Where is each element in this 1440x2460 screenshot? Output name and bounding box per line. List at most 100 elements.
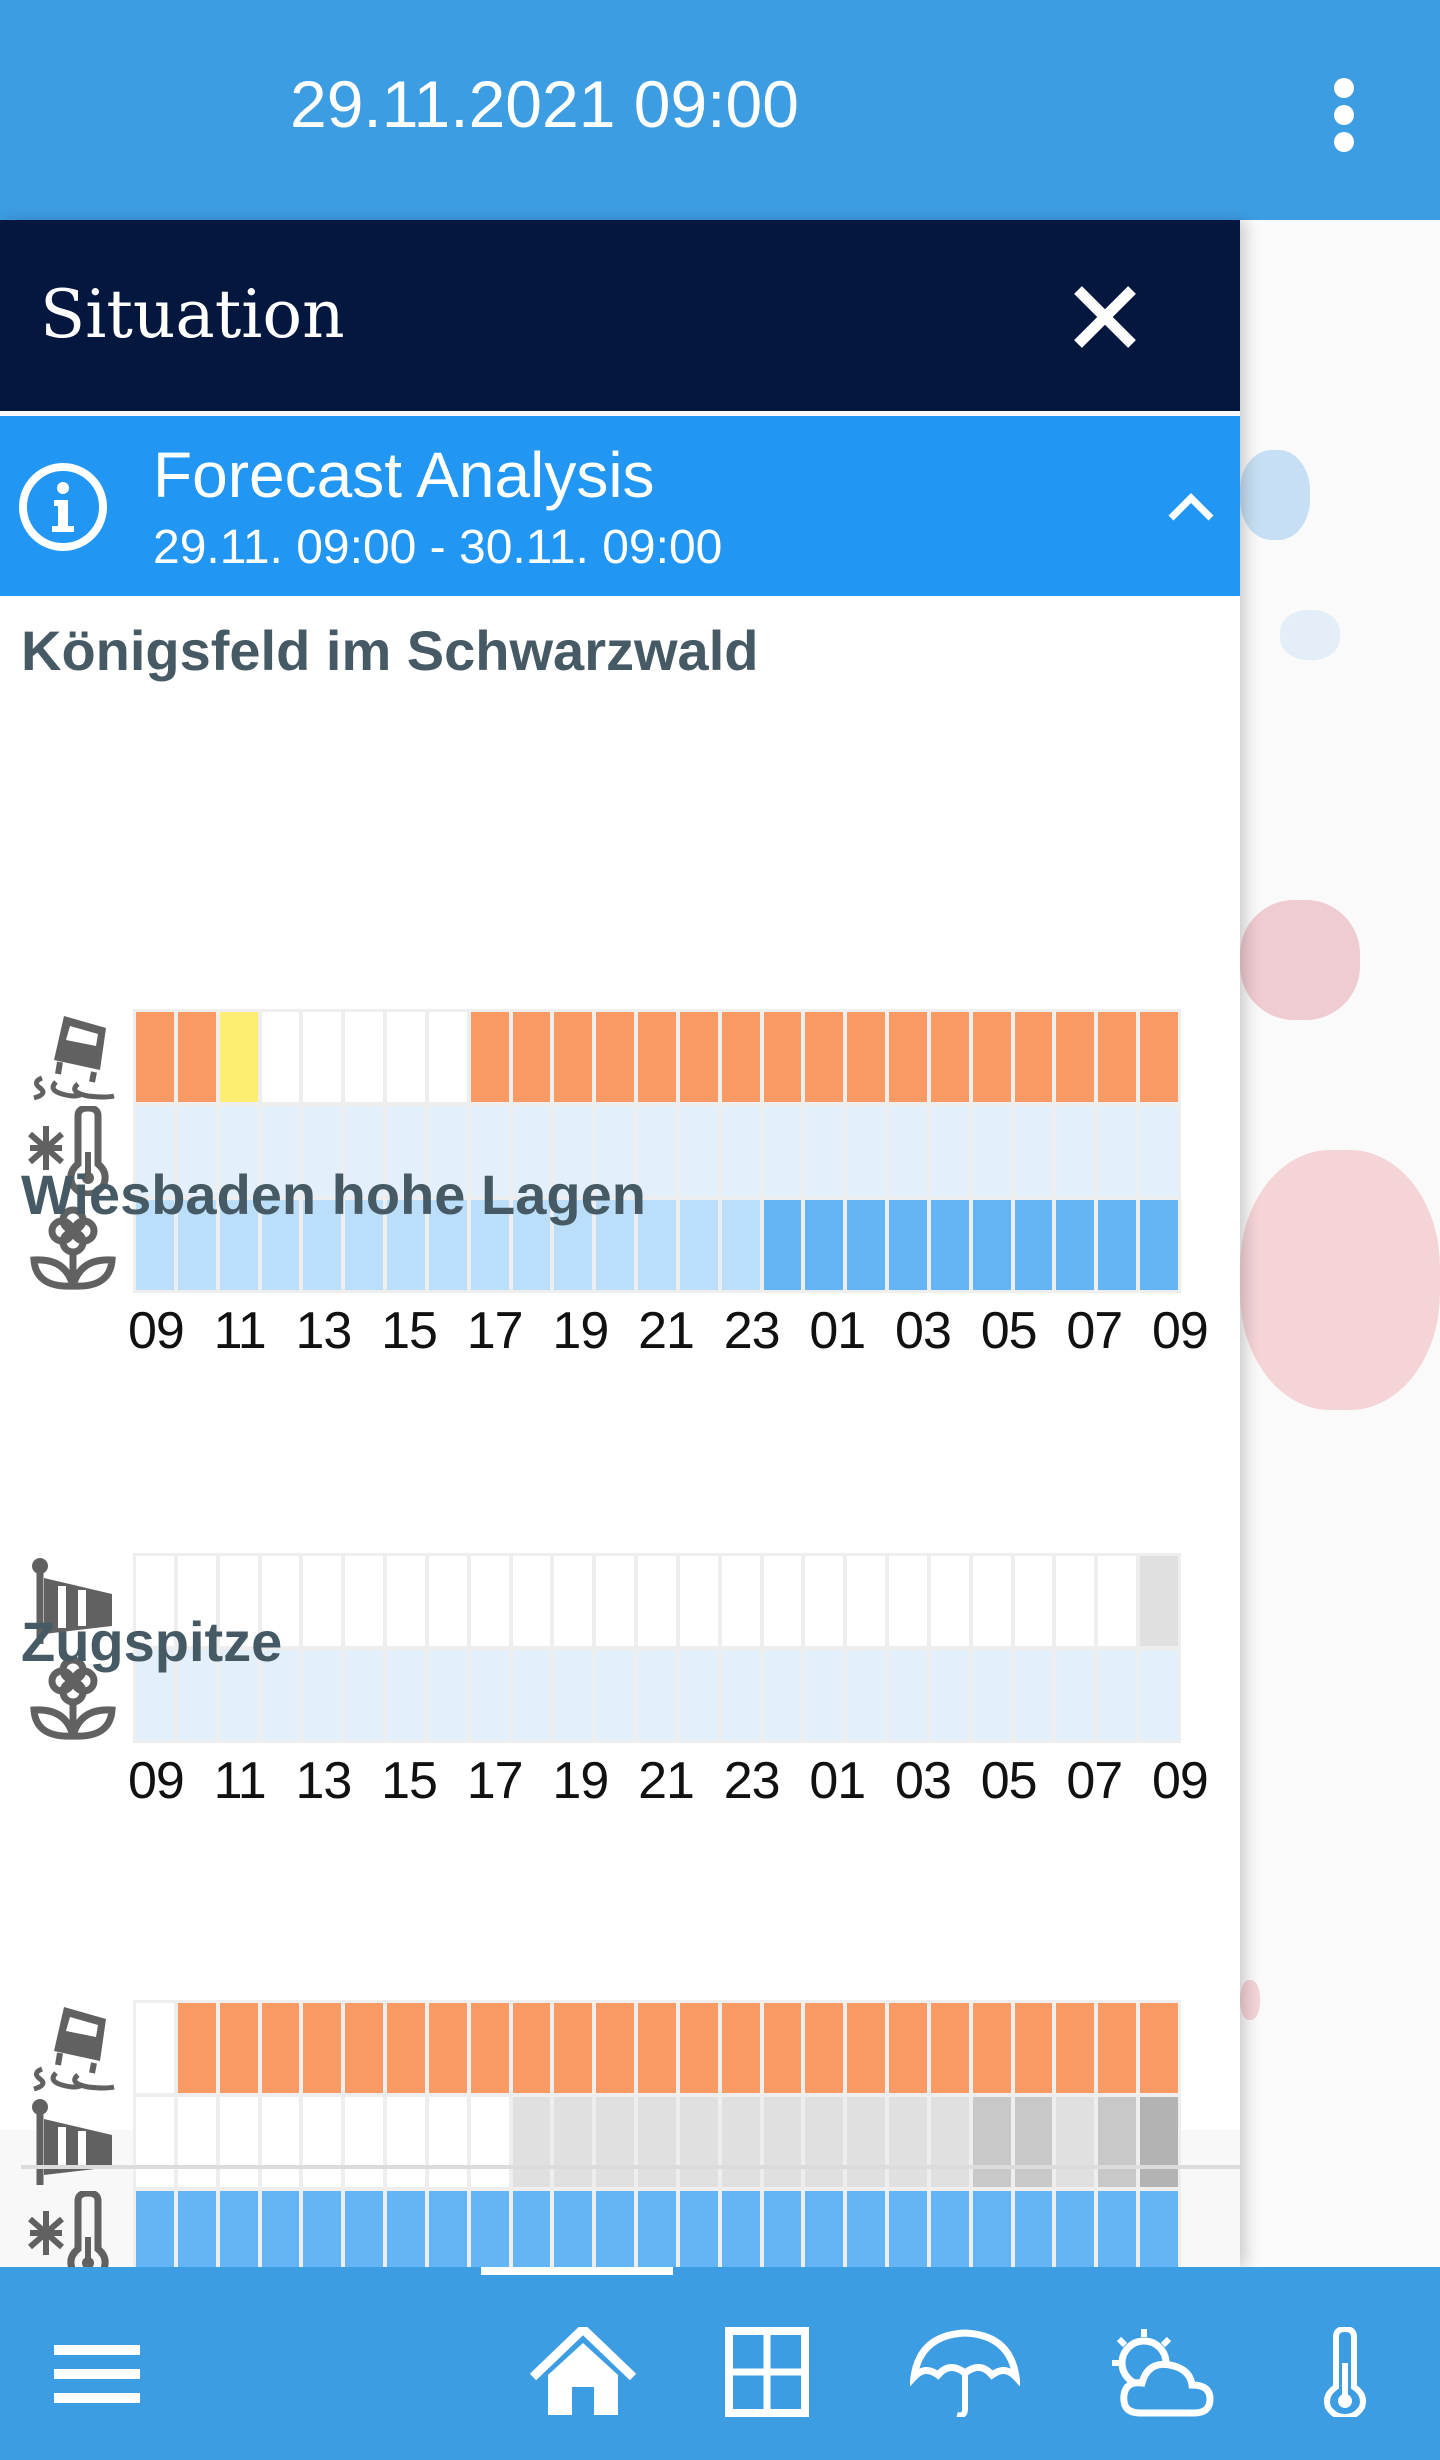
hour-cell[interactable] bbox=[847, 1106, 886, 1196]
hour-cell[interactable] bbox=[387, 1106, 425, 1196]
hour-cell[interactable] bbox=[930, 2191, 969, 2281]
hour-cell[interactable] bbox=[1056, 1012, 1095, 1102]
hour-cell[interactable] bbox=[638, 2003, 676, 2093]
hour-cell[interactable] bbox=[972, 1556, 1011, 1646]
hour-cell[interactable] bbox=[1014, 1200, 1053, 1290]
hour-cell[interactable] bbox=[679, 1012, 718, 1102]
hour-cell[interactable] bbox=[1098, 1200, 1137, 1290]
hour-cell[interactable] bbox=[1098, 1556, 1137, 1646]
hour-cell[interactable] bbox=[428, 1012, 467, 1102]
hour-cell[interactable] bbox=[805, 2191, 844, 2281]
hour-cell[interactable] bbox=[721, 1106, 760, 1196]
hour-cell[interactable] bbox=[512, 1106, 551, 1196]
hour-cell[interactable] bbox=[345, 1556, 384, 1646]
hour-cell[interactable] bbox=[972, 1650, 1011, 1740]
hour-cell[interactable] bbox=[345, 1200, 384, 1290]
hour-cell[interactable] bbox=[387, 1650, 425, 1740]
hour-cell[interactable] bbox=[763, 1012, 802, 1102]
grid-icon[interactable] bbox=[725, 2327, 809, 2417]
hour-cell[interactable] bbox=[428, 1200, 467, 1290]
hour-cell[interactable] bbox=[1140, 1106, 1178, 1196]
hour-cell[interactable] bbox=[470, 1650, 509, 1740]
hour-cell[interactable] bbox=[930, 1650, 969, 1740]
hour-cell[interactable] bbox=[679, 1200, 718, 1290]
hour-cell[interactable] bbox=[889, 2003, 927, 2093]
hour-cell[interactable] bbox=[470, 2097, 509, 2187]
hour-cell[interactable] bbox=[345, 2003, 384, 2093]
hour-cell[interactable] bbox=[512, 1012, 551, 1102]
hour-cell[interactable] bbox=[763, 1556, 802, 1646]
hour-cell[interactable] bbox=[177, 1556, 216, 1646]
hour-cell[interactable] bbox=[847, 2097, 886, 2187]
hour-cell[interactable] bbox=[721, 2191, 760, 2281]
hour-cell[interactable] bbox=[303, 1012, 342, 1102]
hour-cell[interactable] bbox=[512, 1200, 551, 1290]
hour-cell[interactable] bbox=[303, 1106, 342, 1196]
hour-cell[interactable] bbox=[554, 1200, 593, 1290]
hour-cell[interactable] bbox=[261, 1200, 300, 1290]
hour-cell[interactable] bbox=[763, 1200, 802, 1290]
hour-cell[interactable] bbox=[261, 1556, 300, 1646]
hour-cell[interactable] bbox=[763, 2003, 802, 2093]
hour-cell[interactable] bbox=[1098, 2097, 1137, 2187]
hour-cell[interactable] bbox=[428, 1106, 467, 1196]
hour-cell[interactable] bbox=[554, 1012, 593, 1102]
hour-cell[interactable] bbox=[470, 2191, 509, 2281]
hour-cell[interactable] bbox=[1056, 2003, 1095, 2093]
hour-cell[interactable] bbox=[1098, 1106, 1137, 1196]
hour-cell[interactable] bbox=[972, 1106, 1011, 1196]
hour-cell[interactable] bbox=[345, 1650, 384, 1740]
hour-cell[interactable] bbox=[596, 2003, 635, 2093]
hour-cell[interactable] bbox=[512, 1556, 551, 1646]
hour-cell[interactable] bbox=[930, 2097, 969, 2187]
hour-cell[interactable] bbox=[1014, 1556, 1053, 1646]
close-icon[interactable] bbox=[1070, 282, 1140, 352]
hour-cell[interactable] bbox=[679, 1106, 718, 1196]
hour-cell[interactable] bbox=[763, 1106, 802, 1196]
hour-cell[interactable] bbox=[136, 1556, 174, 1646]
hour-cell[interactable] bbox=[721, 1556, 760, 1646]
hour-cell[interactable] bbox=[554, 1650, 593, 1740]
hour-cell[interactable] bbox=[1056, 1200, 1095, 1290]
hour-cell[interactable] bbox=[136, 1200, 174, 1290]
hour-cell[interactable] bbox=[345, 1012, 384, 1102]
hour-cell[interactable] bbox=[805, 1650, 844, 1740]
hour-cell[interactable] bbox=[930, 1106, 969, 1196]
home-icon[interactable] bbox=[528, 2327, 638, 2417]
hour-cell[interactable] bbox=[847, 1200, 886, 1290]
hour-cell[interactable] bbox=[470, 1012, 509, 1102]
hour-cell[interactable] bbox=[387, 2191, 425, 2281]
hour-cell[interactable] bbox=[1140, 2097, 1178, 2187]
hour-cell[interactable] bbox=[972, 2097, 1011, 2187]
hour-cell[interactable] bbox=[972, 2191, 1011, 2281]
hour-cell[interactable] bbox=[596, 1650, 635, 1740]
hour-cell[interactable] bbox=[345, 2191, 384, 2281]
hour-cell[interactable] bbox=[554, 1106, 593, 1196]
hour-cell[interactable] bbox=[219, 1650, 258, 1740]
hour-cell[interactable] bbox=[177, 1650, 216, 1740]
hour-cell[interactable] bbox=[261, 2003, 300, 2093]
hour-cell[interactable] bbox=[1098, 1012, 1137, 1102]
hour-cell[interactable] bbox=[303, 2097, 342, 2187]
hour-cell[interactable] bbox=[303, 2191, 342, 2281]
hour-cell[interactable] bbox=[638, 1556, 676, 1646]
hour-cell[interactable] bbox=[1140, 2191, 1178, 2281]
hour-cell[interactable] bbox=[554, 2191, 593, 2281]
hour-cell[interactable] bbox=[763, 2191, 802, 2281]
hour-cell[interactable] bbox=[219, 2191, 258, 2281]
hour-cell[interactable] bbox=[805, 2003, 844, 2093]
hour-cell[interactable] bbox=[1014, 2003, 1053, 2093]
hour-cell[interactable] bbox=[177, 2097, 216, 2187]
hour-cell[interactable] bbox=[721, 1650, 760, 1740]
hour-cell[interactable] bbox=[889, 1556, 927, 1646]
hour-cell[interactable] bbox=[219, 1556, 258, 1646]
hour-cell[interactable] bbox=[387, 1200, 425, 1290]
hour-cell[interactable] bbox=[219, 1200, 258, 1290]
hour-cell[interactable] bbox=[679, 2097, 718, 2187]
hour-cell[interactable] bbox=[805, 1200, 844, 1290]
hour-cell[interactable] bbox=[638, 1200, 676, 1290]
hour-cell[interactable] bbox=[596, 1106, 635, 1196]
hour-cell[interactable] bbox=[763, 2097, 802, 2187]
hour-cell[interactable] bbox=[1014, 1012, 1053, 1102]
hour-cell[interactable] bbox=[679, 2191, 718, 2281]
